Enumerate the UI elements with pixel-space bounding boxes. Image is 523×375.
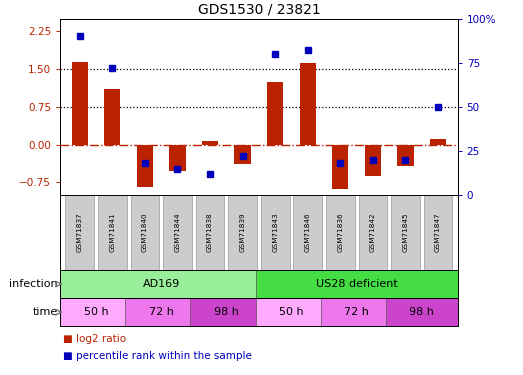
Bar [424, 195, 452, 270]
Bar [65, 195, 94, 270]
Title: GDS1530 / 23821: GDS1530 / 23821 [198, 2, 320, 16]
Bar [321, 298, 392, 326]
Text: 98 h: 98 h [410, 307, 434, 317]
Bar [332, 145, 348, 189]
Bar [397, 145, 414, 166]
Text: 50 h: 50 h [279, 307, 304, 317]
Bar [391, 195, 420, 270]
Text: GSM71841: GSM71841 [109, 213, 115, 252]
Text: time: time [32, 307, 58, 317]
Text: 72 h: 72 h [149, 307, 174, 317]
Bar [98, 195, 127, 270]
Bar [234, 145, 251, 164]
Text: infection: infection [9, 279, 58, 289]
Bar [126, 298, 197, 326]
Text: GSM71839: GSM71839 [240, 213, 246, 252]
Bar [386, 298, 458, 326]
Text: GSM71842: GSM71842 [370, 213, 376, 252]
Bar [256, 270, 458, 298]
Bar [196, 195, 224, 270]
Bar [104, 89, 120, 145]
Bar [267, 82, 283, 145]
Text: ■ percentile rank within the sample: ■ percentile rank within the sample [63, 351, 252, 361]
Bar [169, 145, 186, 171]
Text: GSM71836: GSM71836 [337, 213, 343, 252]
Bar [72, 62, 88, 145]
Bar [261, 195, 290, 270]
Bar [190, 298, 262, 326]
Text: GSM71844: GSM71844 [175, 213, 180, 252]
Text: 72 h: 72 h [344, 307, 369, 317]
Text: GSM71847: GSM71847 [435, 213, 441, 252]
Bar [60, 270, 262, 298]
Bar [228, 195, 257, 270]
Text: GSM71840: GSM71840 [142, 213, 148, 252]
Text: GSM71845: GSM71845 [403, 213, 408, 252]
Bar [365, 145, 381, 176]
Bar [256, 298, 327, 326]
Text: 98 h: 98 h [214, 307, 238, 317]
Bar [359, 195, 387, 270]
Text: US28 deficient: US28 deficient [316, 279, 397, 289]
Text: GSM71846: GSM71846 [305, 213, 311, 252]
Bar [430, 139, 446, 145]
Text: GSM71838: GSM71838 [207, 213, 213, 252]
Text: GSM71843: GSM71843 [272, 213, 278, 252]
Bar [137, 145, 153, 188]
Bar [60, 298, 132, 326]
Bar [293, 195, 322, 270]
Bar [163, 195, 192, 270]
Bar [131, 195, 159, 270]
Bar [300, 63, 316, 145]
Bar [326, 195, 355, 270]
Text: ■ log2 ratio: ■ log2 ratio [63, 334, 126, 344]
Text: 50 h: 50 h [84, 307, 108, 317]
Text: AD169: AD169 [143, 279, 180, 289]
Bar [202, 141, 218, 145]
Text: GSM71837: GSM71837 [77, 213, 83, 252]
